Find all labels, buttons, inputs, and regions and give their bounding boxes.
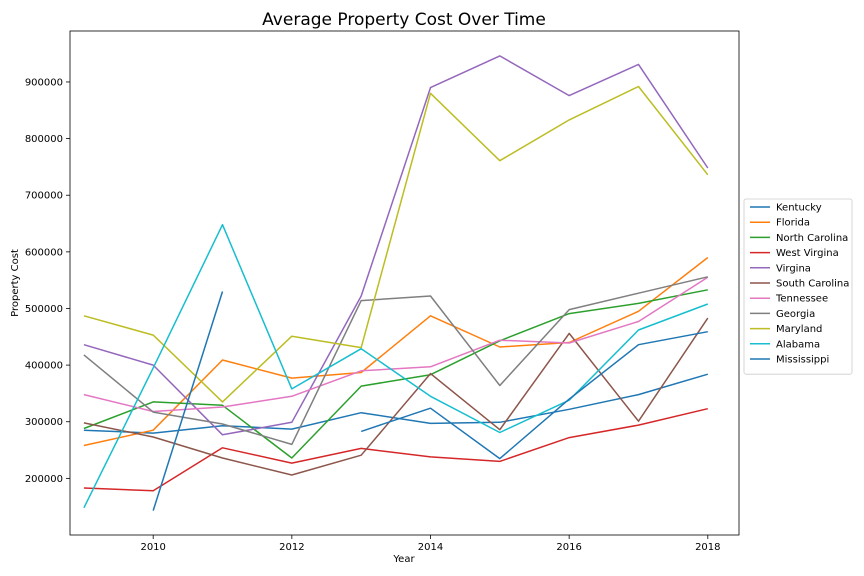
chart-title: Average Property Cost Over Time — [262, 10, 546, 30]
y-axis: 200000 300000 400000 500000 600000 700000 8000… — [25, 77, 70, 485]
series-line-maryland — [83, 85, 709, 403]
legend-label-florida: Florida — [776, 218, 810, 229]
y-tick-label: 600000 — [25, 247, 63, 258]
legend-label-kentucky: Kentucky — [776, 203, 822, 214]
x-tick-label: 2016 — [556, 542, 581, 553]
x-axis-title: Year — [392, 554, 415, 565]
series-line-georgia — [83, 276, 708, 446]
legend-label-alabama: Alabama — [776, 339, 820, 350]
x-tick-label: 2012 — [279, 542, 304, 553]
series-line-tennessee — [83, 276, 709, 413]
legend-label-georgia: Georgia — [776, 309, 815, 320]
plot-frame — [69, 30, 740, 536]
plot-lines — [83, 55, 709, 511]
y-tick-label: 400000 — [25, 361, 63, 372]
x-axis: 2010 2012 2014 2016 2018 — [140, 535, 721, 553]
series-line-florida — [83, 256, 709, 447]
legend-label-mississippi: Mississippi — [776, 355, 829, 366]
y-axis-title: Property Cost — [10, 249, 21, 317]
series-line-kentucky — [83, 373, 709, 434]
x-tick-label: 2014 — [418, 542, 443, 553]
series-line-alabama — [83, 223, 709, 509]
y-tick-label: 700000 — [25, 191, 63, 202]
y-tick-label: 900000 — [25, 77, 63, 88]
series-line-mississippi — [152, 291, 708, 511]
x-tick-label: 2010 — [140, 542, 165, 553]
x-tick-label: 2018 — [695, 542, 720, 553]
y-tick-label: 500000 — [25, 304, 63, 315]
series-line-west-virgina — [83, 407, 708, 492]
legend-label-north-carolina: North Carolina — [776, 233, 848, 244]
legend-label-west-virgina: West Virgina — [776, 248, 839, 259]
y-tick-label: 800000 — [25, 134, 63, 145]
legend: Kentucky Florida North Carolina West Virgin… — [743, 198, 853, 375]
legend-label-tennessee: Tennessee — [775, 294, 828, 305]
y-tick-label: 300000 — [25, 417, 63, 428]
series-line-south-carolina — [83, 317, 709, 476]
legend-label-south-carolina: South Carolina — [776, 279, 849, 290]
legend-box — [743, 198, 853, 375]
legend-label-maryland: Maryland — [776, 324, 822, 335]
series-line-virgina — [83, 55, 709, 436]
y-tick-label: 200000 — [25, 474, 63, 485]
series-line-north-carolina — [83, 289, 708, 459]
legend-label-virgina: Virgina — [776, 263, 811, 274]
